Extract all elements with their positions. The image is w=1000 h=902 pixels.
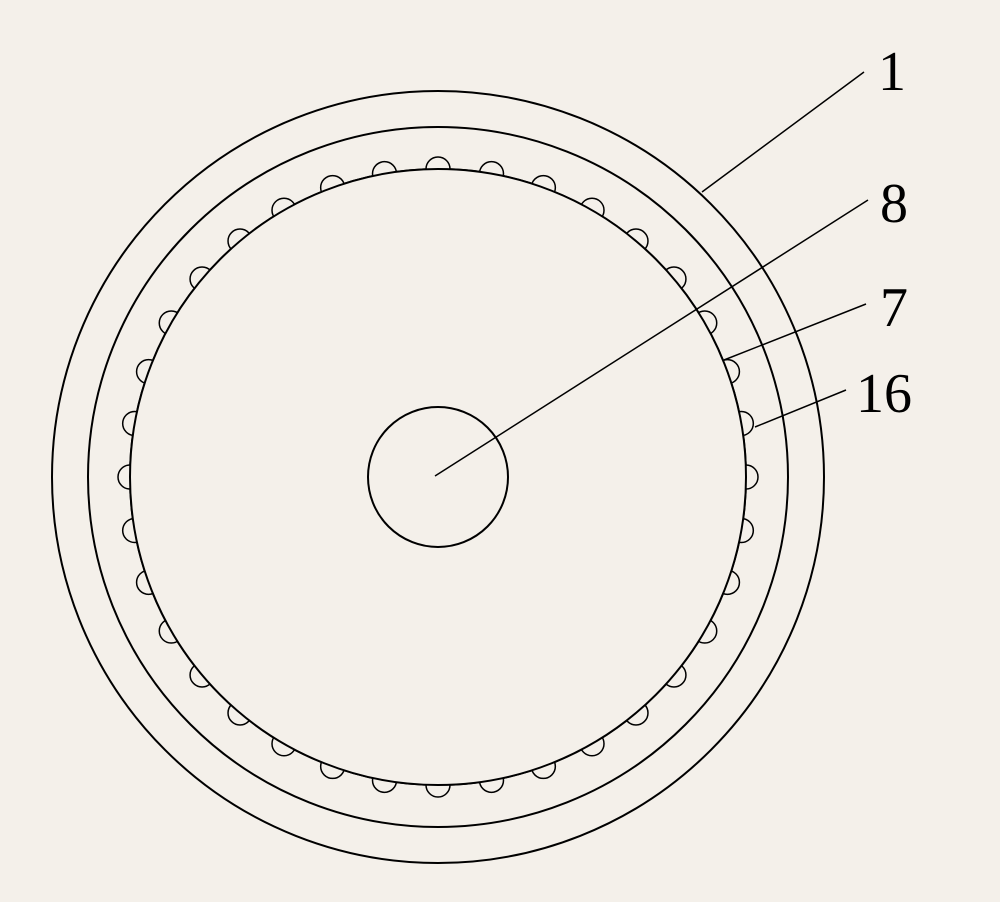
diagram-svg [0,0,1000,902]
callout-label-1: 1 [878,44,906,100]
leader-1 [702,72,864,192]
callout-label-8: 8 [880,176,908,232]
leader-16 [755,390,846,427]
callout-label-7: 7 [880,280,908,336]
inner-disc-cover [130,169,746,785]
callout-label-16: 16 [856,366,912,422]
leader-7 [724,304,866,360]
diagram-root: 1 8 7 16 [0,0,1000,902]
